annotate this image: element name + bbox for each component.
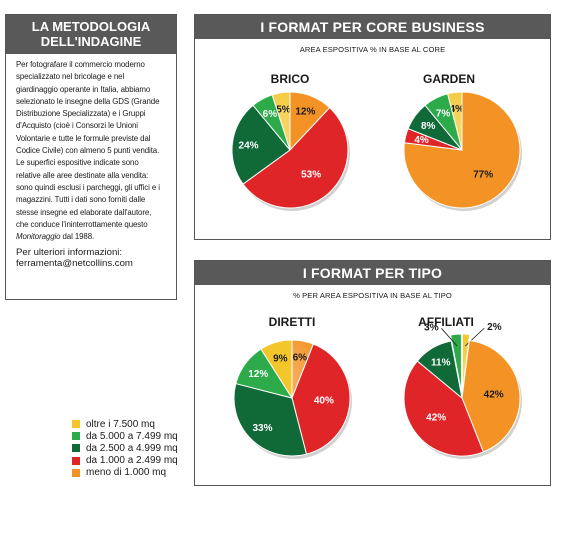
- pie-label-affiliati-1: 3%: [424, 322, 439, 333]
- contact-info: Per ulteriori informazioni: ferramenta@n…: [6, 243, 176, 269]
- legend-swatch: [72, 456, 80, 465]
- pie-label-garden-0: 4%: [450, 104, 465, 115]
- legend-label: meno di 1.000 mq: [86, 467, 167, 479]
- methodology-line: stesse insegne ed elaborate dall'autore,: [16, 207, 152, 217]
- pie-title-diretti: DIRETTI: [269, 315, 316, 329]
- pie-label-brico-2: 24%: [239, 140, 259, 151]
- pie-slice-affiliati-3: [403, 360, 485, 457]
- legend-item: da 2.500 a 4.999 mq: [72, 442, 178, 454]
- pie-label-affiliati-3: 42%: [426, 412, 446, 423]
- pie-label-garden-4: 77%: [473, 169, 493, 180]
- legend-item: da 5.000 a 7.499 mq: [72, 430, 178, 442]
- legend-swatch: [72, 468, 80, 477]
- pie-slice-affiliati-4: [461, 339, 521, 453]
- legend-swatch: [72, 432, 80, 441]
- legend-item: oltre i 7.500 mq: [72, 418, 178, 430]
- legend-label: oltre i 7.500 mq: [86, 418, 155, 430]
- methodology-line: Codice Civile) con almeno 5 punti vendit…: [16, 146, 160, 156]
- pie-slice-affiliati-2: [416, 340, 463, 400]
- pie-label-affiliati-0: 2%: [487, 322, 502, 333]
- methodology-last-line: Monitoraggio dal 1988.: [16, 231, 168, 243]
- methodology-line: selezionato le insegne della GDS (Grande: [16, 96, 160, 106]
- pie-slice-diretti-2: [233, 382, 308, 457]
- pie-label-diretti-2: 33%: [252, 423, 272, 434]
- legend-label: da 1.000 a 2.499 mq: [86, 455, 178, 467]
- pie-label-garden-2: 8%: [421, 121, 436, 132]
- methodology-line: che conduce l'ininterrottamente questo: [16, 219, 148, 229]
- pie-label-diretti-3: 40%: [314, 396, 334, 407]
- legend-label: da 5.000 a 7.499 mq: [86, 430, 178, 442]
- pie-title-affiliati: AFFILIATI: [418, 315, 474, 329]
- methodology-box: LA METODOLOGIA DELL'INDAGINE Per fotogra…: [5, 14, 177, 300]
- panel-core-subtitle: AREA ESPOSITIVA % IN BASE AL CORE: [299, 45, 446, 54]
- pie-label-brico-0: 5%: [276, 104, 291, 115]
- pie-label-brico-3: 53%: [301, 169, 321, 180]
- methodology-last-rest: dal 1988.: [60, 232, 95, 242]
- methodology-line: relative alle aree destinate alla vendit…: [16, 170, 149, 180]
- methodology-line: Per fotografare il commercio moderno: [16, 60, 145, 69]
- methodology-line: d'Acquisto (cioè i Consorzi le Unioni: [16, 121, 138, 131]
- pie-leader-line: [441, 328, 458, 347]
- pie-label-affiliati-2: 11%: [431, 358, 451, 369]
- methodology-title-line2: DELL'INDAGINE: [40, 34, 142, 49]
- legend: oltre i 7.500 mq da 5.000 a 7.499 mq da …: [72, 418, 178, 479]
- methodology-line: specializzato nel bricolage e nel: [16, 72, 125, 82]
- pie-label-garden-1: 7%: [436, 108, 451, 119]
- methodology-italic: Monitoraggio: [16, 232, 61, 242]
- pie-label-garden-3: 4%: [414, 135, 429, 146]
- legend-swatch: [72, 420, 80, 429]
- methodology-line: magazzini. Tutti i dati sono forniti dal…: [16, 195, 146, 205]
- pie-label-affiliati-4: 42%: [484, 390, 504, 401]
- pie-chart-brico: 5% 12% 53% 24% 6% BRICO: [231, 72, 350, 211]
- legend-item: meno di 1.000 mq: [72, 467, 178, 479]
- contact-label: Per ulteriori informazioni:: [16, 247, 123, 259]
- methodology-line: Volontarie e tutte le formule previste d…: [16, 133, 151, 143]
- pie-title-garden: GARDEN: [423, 72, 475, 86]
- pie-slice-diretti-0: [260, 339, 293, 400]
- methodology-text: Per fotografare il commercio moderno spe…: [6, 54, 176, 243]
- panel-tipo-subtitle: % PER AREA ESPOSITIVA IN BASE AL TIPO: [293, 291, 452, 300]
- pie-chart-garden: 4% 77% 4% 8%7% GARDEN: [403, 72, 522, 211]
- pie-label-brico-4: 12%: [295, 107, 315, 118]
- legend-label: da 2.500 a 4.999 mq: [86, 442, 178, 454]
- panel-core-title: I FORMAT PER CORE BUSINESS: [195, 15, 550, 39]
- pie-slice-brico-2: [231, 104, 291, 185]
- methodology-title-line1: LA METODOLOGIA: [31, 19, 151, 34]
- pie-title-brico: BRICO: [271, 72, 310, 86]
- pie-slice-affiliati-1: [449, 333, 462, 393]
- pie-chart-affiliati: 2% 42% 42% 11% 3%AFFILIATI: [403, 315, 522, 459]
- pie-chart-diretti: 6% 40% 33% 12% 9% DIRETTI: [233, 315, 352, 459]
- pie-slice-brico-1: [252, 94, 291, 151]
- methodology-line: Distribuzione Specializzata) e i Gruppi: [16, 109, 146, 119]
- methodology-line: sono quindi esclusi i parcheggi, gli uff…: [16, 182, 160, 192]
- contact-email: ferramenta@netcollins.com: [16, 258, 133, 270]
- pie-label-brico-1: 6%: [263, 109, 278, 120]
- pie-slice-brico-3: [242, 107, 349, 209]
- panel-tipo-title: I FORMAT PER TIPO: [195, 261, 550, 285]
- pie-label-diretti-4: 6%: [293, 352, 308, 363]
- legend-swatch: [72, 444, 80, 453]
- legend-item: da 1.000 a 2.499 mq: [72, 455, 178, 467]
- pie-slice-diretti-3: [291, 343, 351, 455]
- pie-slice-garden-1: [424, 93, 463, 151]
- methodology-line: Le superfici espositive indicate sono: [16, 158, 139, 168]
- pie-label-diretti-1: 12%: [248, 369, 268, 380]
- methodology-title: LA METODOLOGIA DELL'INDAGINE: [6, 15, 176, 54]
- pie-label-diretti-0: 9%: [273, 353, 288, 364]
- methodology-line: giardinaggio operante in Italia, abbiamo: [16, 84, 151, 94]
- pie-slice-garden-4: [403, 91, 521, 209]
